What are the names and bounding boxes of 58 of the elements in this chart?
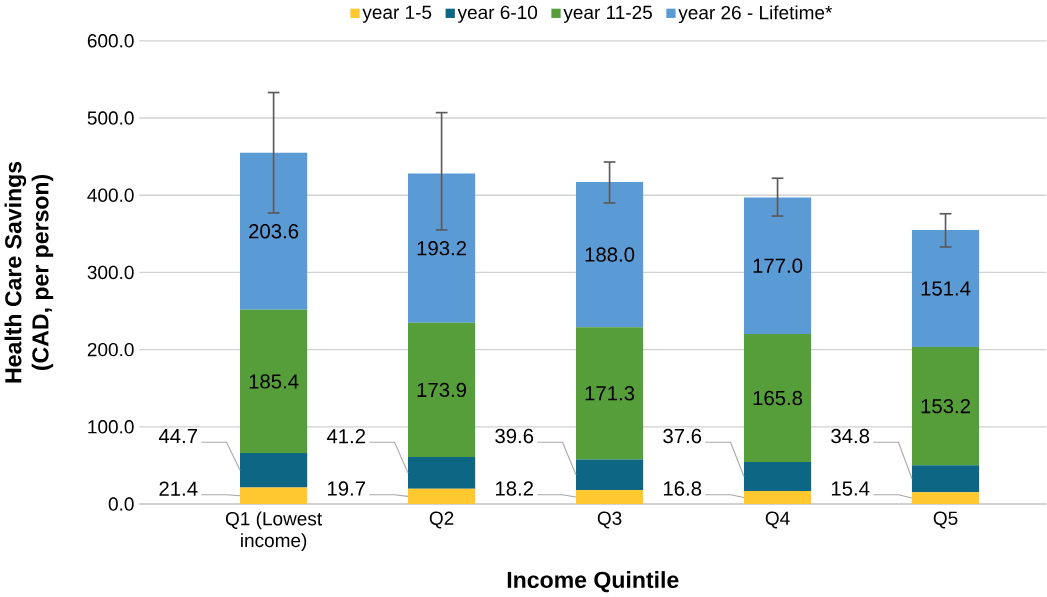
- bar: [911, 492, 980, 505]
- legend-label: year 6-10: [457, 5, 538, 23]
- bar: [575, 459, 644, 491]
- bar: [240, 309, 308, 454]
- data-label: 188.0: [585, 247, 635, 262]
- y-tick-label: 0.0: [108, 497, 134, 511]
- data-label: 37.6: [663, 428, 702, 444]
- x-axis-title: Income Quintile: [507, 571, 679, 593]
- bar: [743, 334, 812, 463]
- data-label: 173.9: [417, 382, 467, 398]
- data-label: 165.8: [753, 390, 803, 406]
- data-label: 16.8: [663, 481, 702, 496]
- bar: [743, 462, 812, 492]
- x-tick-label: Q5: [933, 511, 958, 529]
- bar: [407, 322, 476, 458]
- y-tick-label: 100.0: [88, 420, 134, 434]
- legend-label: year 26 - Lifetime*: [678, 5, 833, 24]
- data-label: 41.2: [326, 429, 366, 444]
- x-tick-label: Q3: [597, 511, 622, 529]
- legend-label: year 1-5: [362, 5, 432, 23]
- data-label: 19.7: [327, 481, 366, 496]
- bar: [407, 173, 476, 323]
- data-label: 171.3: [585, 386, 635, 401]
- y-tick-label: 300.0: [87, 265, 134, 280]
- data-label: 177.0: [753, 258, 803, 273]
- bar: [240, 152, 308, 310]
- data-label: 193.2: [417, 241, 467, 256]
- data-label: 153.2: [921, 398, 970, 414]
- data-label: 21.4: [159, 481, 198, 496]
- bar: [407, 488, 476, 505]
- bar: [911, 347, 980, 466]
- y-tick-label: 400.0: [87, 188, 134, 203]
- data-label: 18.2: [495, 481, 533, 496]
- data-label: 151.4: [921, 281, 971, 296]
- x-tick-label: Q1 (Lowest income): [225, 511, 322, 551]
- bar: [240, 487, 308, 505]
- bar: [575, 182, 644, 328]
- bar: [407, 457, 476, 489]
- bar: [575, 327, 644, 460]
- y-tick-label: 200.0: [87, 342, 134, 357]
- data-label: 15.4: [831, 481, 870, 496]
- data-label: 44.7: [158, 429, 198, 444]
- bar: [575, 490, 644, 505]
- legend-label: year 11-25: [563, 5, 652, 23]
- data-label: 34.8: [831, 428, 870, 444]
- bar: [240, 453, 308, 488]
- data-label: 39.6: [495, 428, 534, 444]
- data-label: 185.4: [249, 374, 299, 389]
- y-tick-label: 500.0: [87, 111, 134, 125]
- bar: [743, 197, 812, 335]
- x-tick-label: Q4: [765, 511, 790, 529]
- x-tick-label: Q2: [429, 511, 454, 529]
- bar: [911, 230, 980, 348]
- y-axis-title: Health Care Savings (CAD, per person): [4, 161, 54, 383]
- data-label: 203.6: [249, 224, 299, 239]
- bar: [743, 491, 812, 505]
- y-tick-label: 600.0: [87, 34, 134, 48]
- bar: [911, 465, 980, 493]
